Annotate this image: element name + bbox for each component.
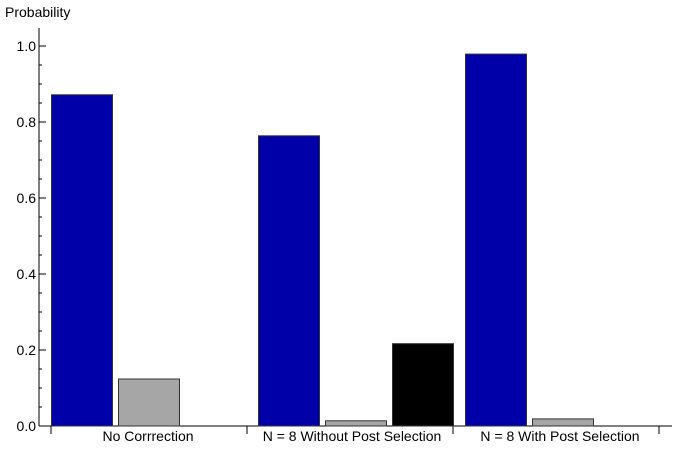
x-category-label: No Corrrection <box>102 428 193 444</box>
y-axis-title: Probability <box>5 4 70 20</box>
bar <box>392 343 454 427</box>
bar <box>51 94 113 427</box>
bar <box>325 420 387 427</box>
bar <box>118 378 180 427</box>
y-tick-label: 0.4 <box>17 266 37 282</box>
y-axis: 0.0 0.2 0.4 0.6 0.8 1.0 <box>17 28 46 434</box>
x-category-label: N = 8 Without Post Selection <box>263 428 442 444</box>
x-axis: No Corrrection N = 8 Without Post Selecti… <box>39 425 672 444</box>
bar <box>465 53 527 427</box>
y-tick-label: 0.2 <box>17 342 37 358</box>
y-tick-label: 0.6 <box>17 190 37 206</box>
bar <box>258 135 320 427</box>
bar <box>532 418 594 427</box>
y-tick-label: 0.8 <box>17 114 37 130</box>
bars <box>51 53 594 427</box>
x-category-label: N = 8 With Post Selection <box>480 428 639 444</box>
y-tick-label: 1.0 <box>17 38 37 54</box>
y-tick-label: 0.0 <box>17 418 37 434</box>
